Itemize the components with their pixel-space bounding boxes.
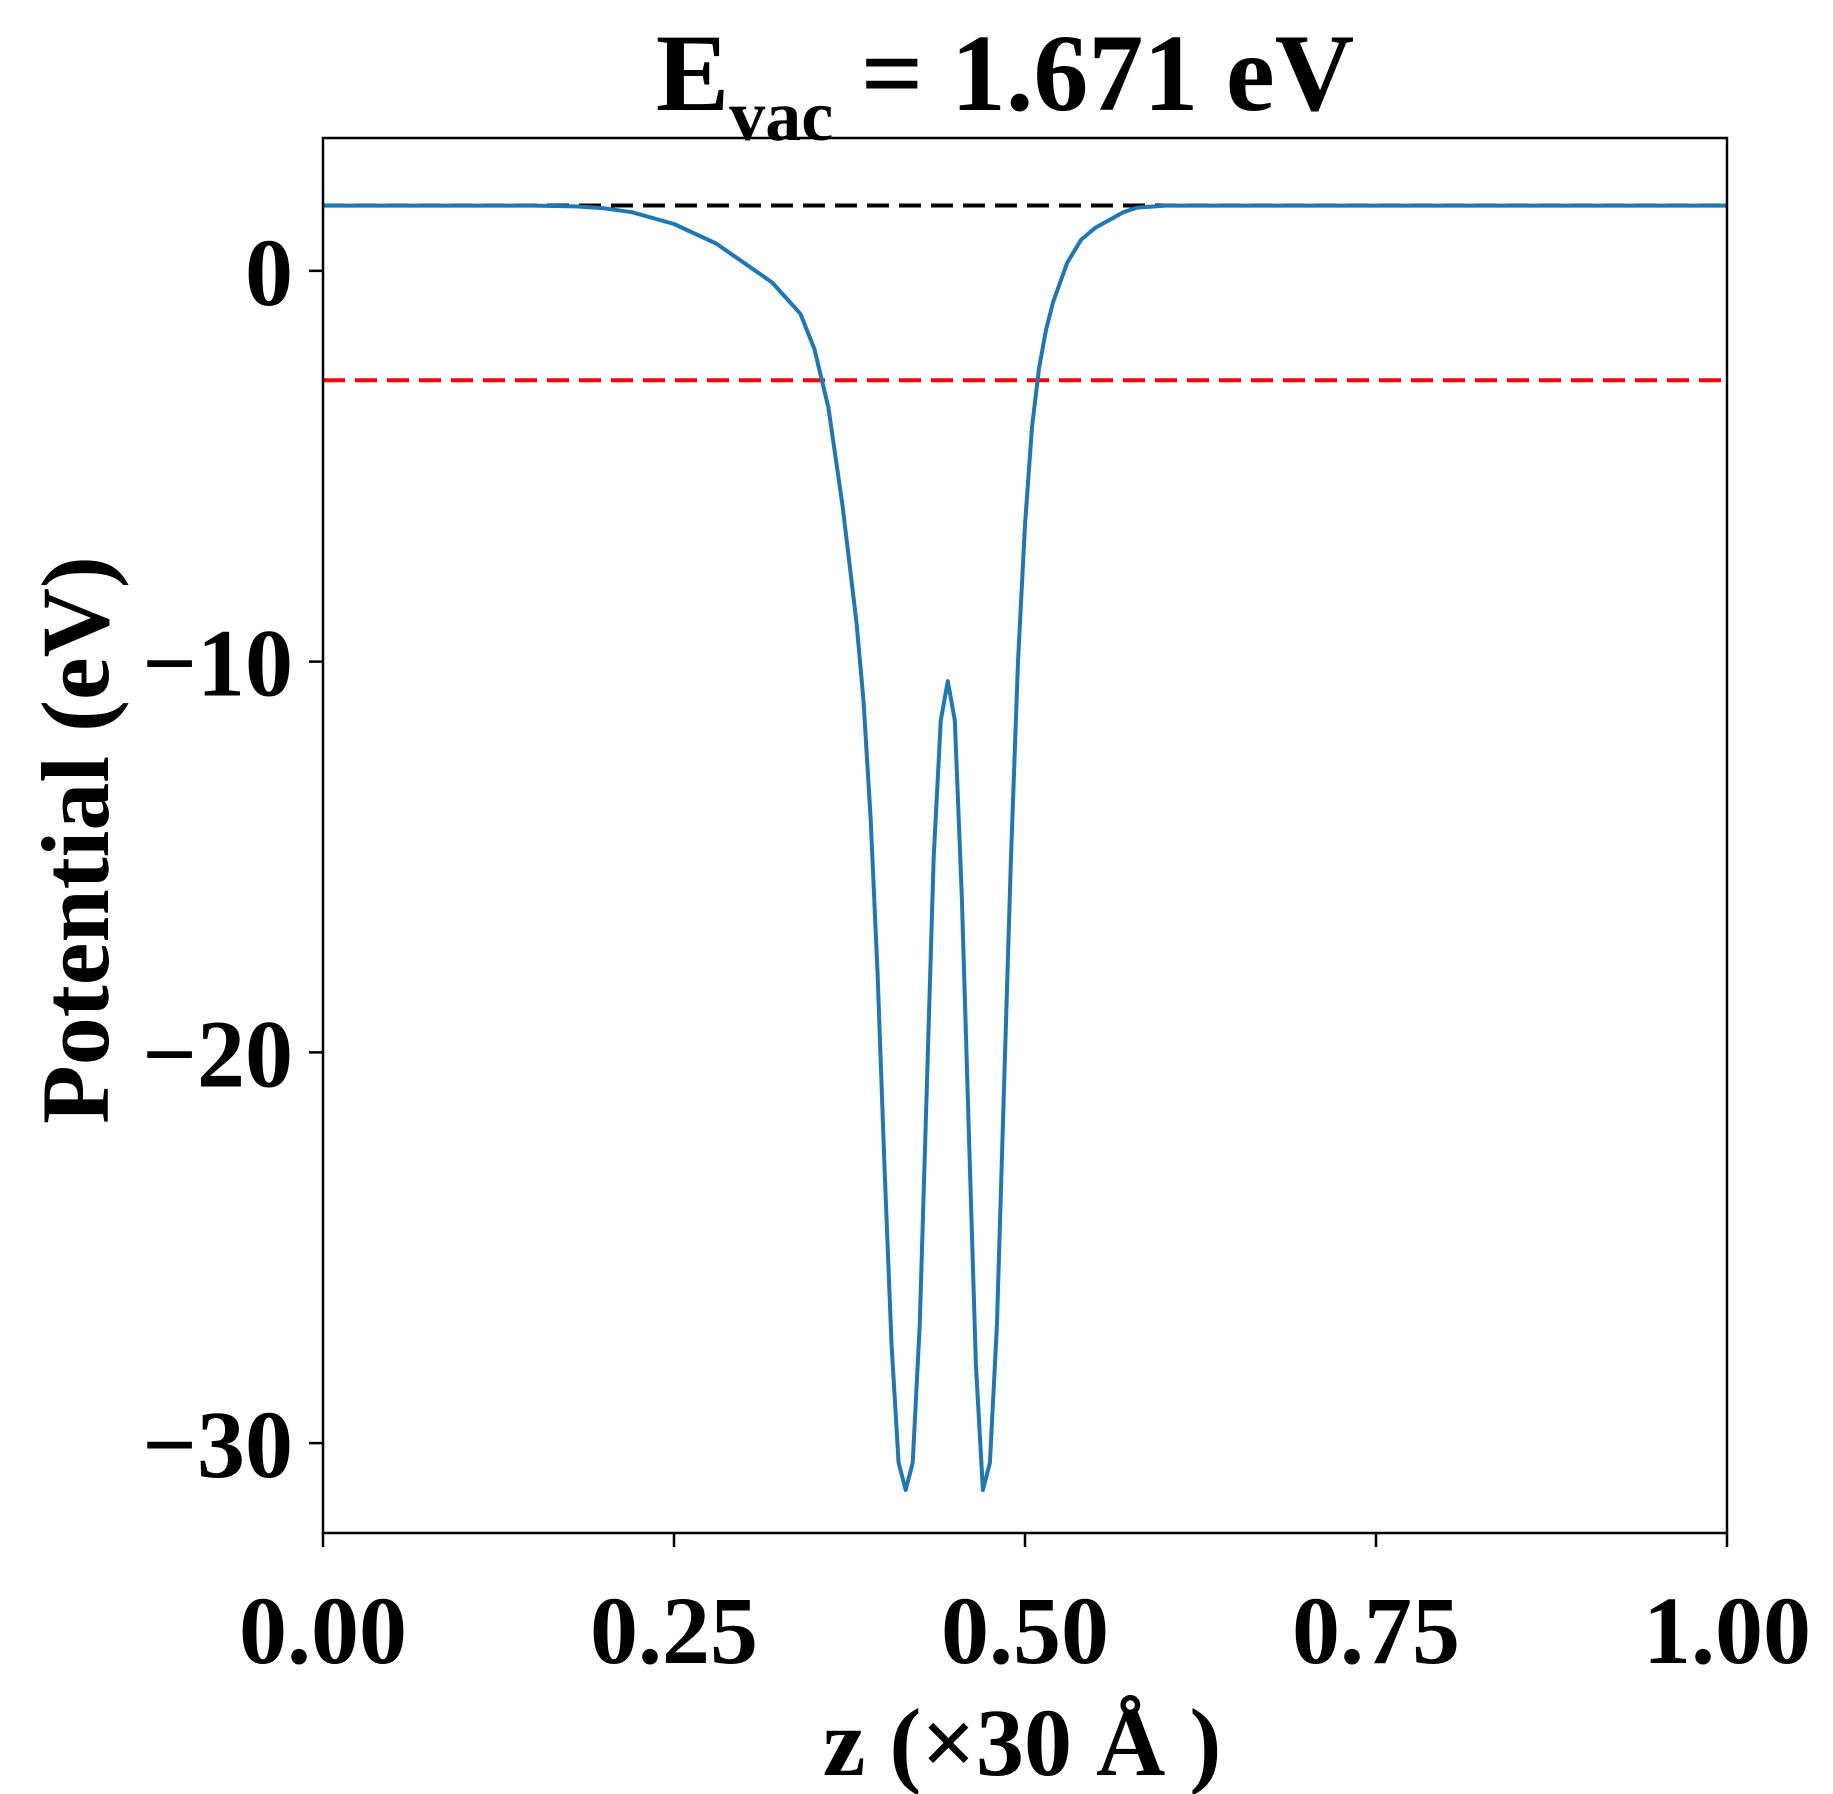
- x-tick-label-1: 0.25: [590, 1577, 758, 1684]
- y-tick-label-3: −30: [142, 1391, 293, 1498]
- title-rest: = 1.671 eV: [833, 12, 1354, 134]
- y-tick-label-2: −20: [142, 1000, 293, 1107]
- x-axis-label: z (×30 Å ): [823, 1689, 1222, 1794]
- x-tick-label-4: 1.00: [1643, 1577, 1811, 1684]
- plot-frame: [321, 136, 1729, 1535]
- x-tick-label-0: 0.00: [239, 1577, 407, 1684]
- x-tick-label-3: 0.75: [1292, 1577, 1460, 1684]
- series-line-0: [323, 203, 1727, 1492]
- x-tick-label-2: 0.50: [941, 1577, 1109, 1684]
- y-axis-label: Potential (eV): [22, 556, 129, 1124]
- title-main: E: [656, 12, 729, 134]
- chart-title: Evac = 1.671 eV: [656, 12, 1354, 156]
- y-tick-label-0: 0: [245, 219, 293, 326]
- plot-area: 0.00 0.25 0.50 0.75 1.00 0 −10 −20 −30: [142, 136, 1811, 1684]
- title-subscript: vac: [729, 76, 833, 156]
- y-tick-label-1: −10: [142, 610, 293, 717]
